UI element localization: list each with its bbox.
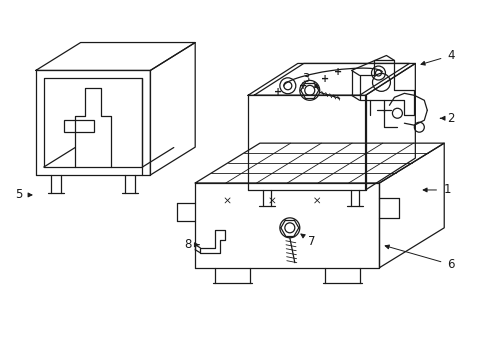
Text: +: + [299,81,307,91]
Text: 6: 6 [447,258,455,271]
Text: 7: 7 [308,235,316,248]
Text: 4: 4 [447,49,455,62]
Text: 5: 5 [15,188,23,202]
Text: 3: 3 [302,72,310,85]
Bar [64,120,94,132]
Text: +: + [321,74,329,84]
Text: 8: 8 [185,238,192,251]
Text: +: + [334,67,342,77]
Text: +: + [274,87,282,97]
Text: 1: 1 [443,184,451,197]
Text: 2: 2 [447,112,455,125]
